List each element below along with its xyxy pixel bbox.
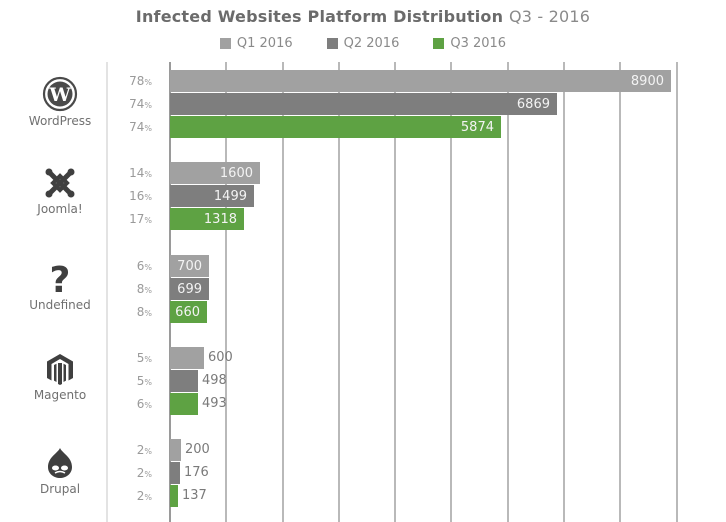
bar-q2-2016 [170, 370, 198, 392]
platform-wordpress: W WordPress [10, 76, 110, 128]
chart-title: Infected Websites Platform Distribution … [0, 7, 726, 26]
percent-label: 78% [129, 74, 152, 88]
gridline [507, 62, 509, 522]
gridline [394, 62, 396, 522]
svg-text:?: ? [50, 260, 71, 296]
bar-value: 200 [185, 442, 210, 457]
bar-q2-2016: 1499 [170, 185, 254, 207]
bar-value: 699 [177, 281, 202, 297]
percent-label: 8% [136, 282, 152, 296]
magento-icon [47, 354, 73, 385]
bar-value: 6869 [516, 96, 550, 112]
bar-value: 700 [177, 258, 202, 274]
platform-joomla: Joomla! [10, 166, 110, 216]
svg-text:W: W [48, 84, 71, 106]
legend-swatch [433, 38, 445, 49]
bar-q3-2016 [170, 393, 198, 415]
percent-label: 16% [129, 189, 152, 203]
platform-magento: Magento [10, 352, 110, 402]
legend-item-q3: Q3 2016 [433, 36, 506, 51]
bar-value: 8900 [630, 73, 664, 89]
bar-value: 5874 [460, 119, 494, 135]
percent-label: 6% [136, 397, 152, 411]
legend-item-q1: Q1 2016 [219, 36, 293, 51]
bar-q1-2016: 8900 [170, 70, 671, 92]
question-mark-icon: ? [50, 260, 71, 296]
percent-label: 6% [136, 259, 152, 273]
chart-title-main: Infected Websites Platform Distribution [135, 7, 504, 26]
legend-label: Q3 2016 [450, 36, 507, 51]
platform-name: Joomla! [37, 202, 83, 216]
bar-q3-2016 [170, 485, 178, 507]
percent-label: 74% [129, 120, 152, 134]
percent-label: 17% [129, 212, 152, 226]
bar-value: 137 [182, 488, 207, 503]
bar-value: 498 [202, 373, 227, 388]
gridline [450, 62, 452, 522]
joomla-icon [45, 168, 75, 198]
gridline [338, 62, 340, 522]
legend-label: Q2 2016 [343, 36, 400, 51]
platform-name: Magento [33, 388, 87, 402]
legend-label: Q1 2016 [236, 36, 293, 51]
percent-label: 5% [136, 374, 152, 388]
bar-q3-2016: 1318 [170, 208, 244, 230]
legend-item-q2: Q2 2016 [326, 36, 400, 51]
bar-value: 1499 [213, 188, 247, 204]
bar-q3-2016: 660 [170, 301, 207, 323]
platform-drupal: Drupal [10, 446, 110, 496]
legend-swatch [326, 38, 338, 49]
gridline [225, 62, 227, 522]
bar-value: 600 [208, 350, 233, 365]
bar-value: 660 [175, 304, 200, 320]
bar-q2-2016: 6869 [170, 93, 557, 115]
legend: Q1 2016 Q2 2016 Q3 2016 [0, 36, 726, 51]
bar-q1-2016 [170, 347, 204, 369]
percent-label: 2% [136, 489, 152, 503]
percent-label: 5% [136, 351, 152, 365]
gridline [563, 62, 565, 522]
bar-value: 493 [202, 396, 227, 411]
platform-undefined: ? Undefined [10, 260, 110, 312]
drupal-icon [48, 448, 72, 478]
bar-q1-2016 [170, 439, 181, 461]
label-separator [106, 62, 108, 522]
platform-name: Undefined [29, 298, 91, 312]
percent-label: 74% [129, 97, 152, 111]
percent-label: 2% [136, 466, 152, 480]
gridline [676, 62, 678, 522]
bar-q1-2016: 700 [170, 255, 209, 277]
chart-title-sub: Q3 - 2016 [508, 7, 591, 26]
platform-name: Drupal [39, 482, 81, 496]
wordpress-icon: W [42, 76, 78, 112]
percent-label: 14% [129, 166, 152, 180]
bar-q2-2016: 699 [170, 278, 209, 300]
legend-swatch [219, 38, 231, 49]
platform-name: WordPress [28, 114, 92, 128]
percent-label: 2% [136, 443, 152, 457]
bar-q3-2016: 5874 [170, 116, 501, 138]
gridline [282, 62, 284, 522]
bar-value: 1600 [219, 165, 253, 181]
gridline [619, 62, 621, 522]
percent-label: 8% [136, 305, 152, 319]
bar-value: 176 [184, 465, 209, 480]
bar-value: 1318 [203, 211, 237, 227]
bar-q2-2016 [170, 462, 180, 484]
bar-q1-2016: 1600 [170, 162, 260, 184]
